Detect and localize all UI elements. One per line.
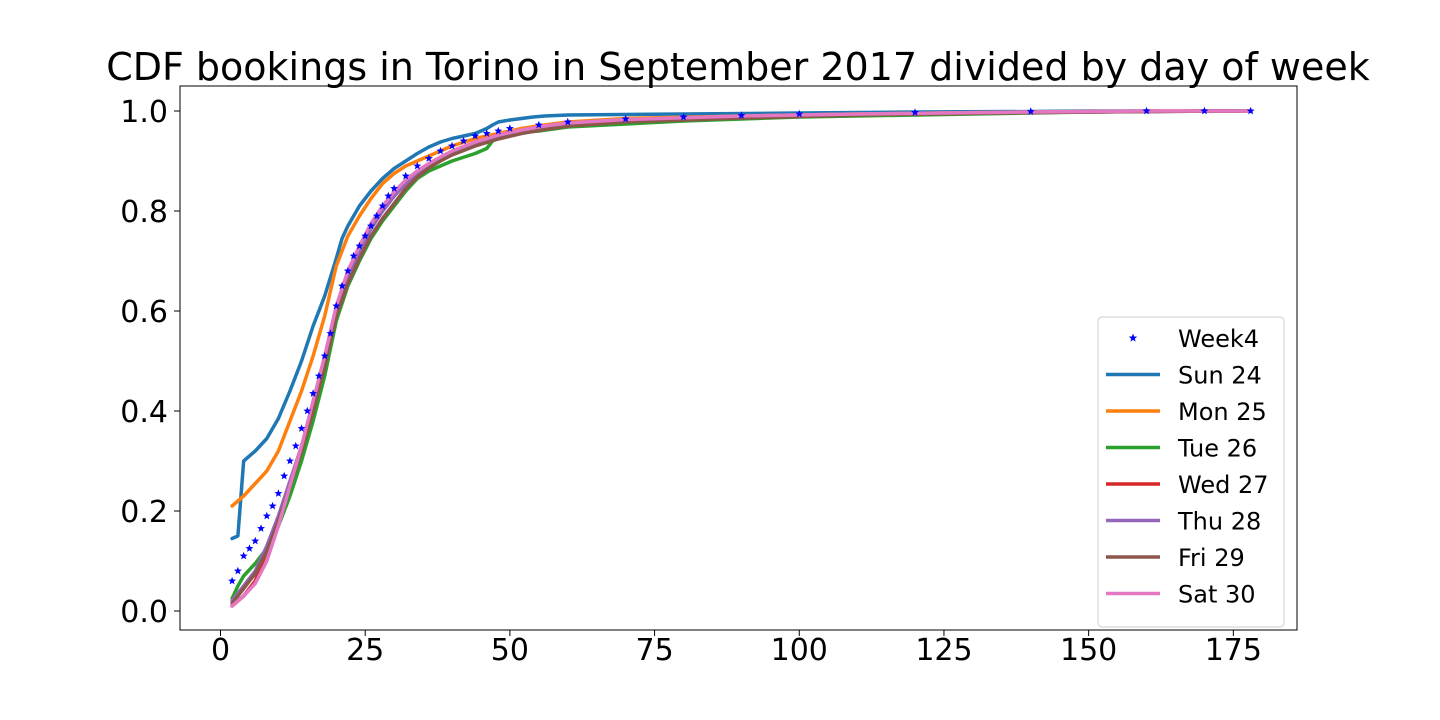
x-tick-label: 100	[771, 633, 828, 668]
series-markers-week4	[228, 106, 1255, 585]
data-point-star	[1026, 107, 1035, 115]
y-tick-label: 0.4	[120, 395, 168, 430]
data-point-star	[737, 111, 746, 119]
legend-label: Thu 28	[1177, 508, 1261, 536]
x-tick-label: 125	[915, 633, 972, 668]
series-group	[228, 106, 1255, 608]
data-point-star	[401, 171, 410, 180]
data-point-star	[459, 136, 468, 145]
data-point-star	[1142, 106, 1151, 115]
y-tick-label: 1.0	[120, 95, 168, 130]
data-point-star	[911, 108, 920, 116]
data-point-star	[448, 141, 457, 150]
data-point-star	[297, 424, 306, 432]
data-point-star	[239, 551, 248, 560]
data-point-star	[314, 371, 323, 380]
data-point-star	[245, 544, 254, 552]
data-point-star	[332, 301, 341, 310]
data-point-star	[505, 124, 514, 132]
x-tick-label: 50	[491, 633, 529, 668]
data-point-star	[372, 211, 381, 220]
legend-label: Sat 30	[1178, 581, 1256, 609]
y-tick-label: 0.0	[120, 595, 168, 630]
data-point-star	[326, 329, 335, 337]
data-point-star	[367, 221, 375, 230]
data-point-star	[233, 566, 242, 575]
legend-label: Week4	[1178, 325, 1259, 353]
legend-box	[1097, 316, 1285, 628]
data-point-star	[795, 109, 804, 118]
y-tick-label: 0.2	[120, 495, 168, 530]
legend-label: Fri 29	[1178, 544, 1245, 572]
data-point-star	[413, 161, 422, 170]
data-point-star	[679, 112, 688, 121]
data-point-star	[320, 351, 329, 360]
y-tick-label: 0.6	[120, 295, 168, 330]
data-point-star	[1200, 106, 1209, 115]
data-point-star	[471, 131, 480, 140]
data-point-star	[494, 126, 503, 135]
data-point-star	[534, 120, 543, 129]
data-point-star	[1246, 106, 1255, 115]
data-point-star	[228, 576, 237, 585]
y-tick-label: 0.8	[120, 195, 168, 230]
data-point-star	[361, 231, 370, 240]
data-point-star	[378, 201, 387, 210]
data-point-star	[621, 114, 630, 123]
x-tick-label: 25	[346, 633, 384, 668]
legend-label: Mon 25	[1178, 398, 1267, 426]
data-point-star	[291, 441, 300, 450]
data-point-star	[268, 501, 277, 510]
data-point-star	[338, 281, 347, 290]
data-point-star	[390, 184, 399, 192]
data-point-star	[280, 471, 289, 480]
data-point-star	[303, 406, 312, 415]
data-point-star	[482, 129, 491, 137]
data-point-star	[343, 266, 352, 275]
x-tick-label: 0	[211, 633, 230, 668]
legend-label: Sun 24	[1178, 362, 1262, 390]
axes-frame	[179, 85, 1298, 631]
data-point-star	[257, 524, 266, 532]
data-point-star	[285, 456, 294, 465]
data-point-star	[424, 154, 433, 162]
data-point-star	[274, 489, 283, 497]
series-line-sun-24	[230, 109, 1160, 541]
series-line-wed-27	[230, 109, 1247, 608]
data-point-star	[262, 511, 271, 520]
plot-area: 0 25 50 75 100 125 150 175 0.0 0.2 0.4 0.6 0.8 1.0	[120, 85, 1298, 668]
data-point-star	[349, 251, 358, 260]
x-tick-label: 75	[635, 633, 673, 668]
x-tick-label: 175	[1205, 633, 1262, 668]
legend-marker-star	[1128, 333, 1138, 342]
chart-title: CDF bookings in Torino in September 2017…	[106, 45, 1370, 89]
data-point-star	[563, 117, 572, 126]
legend: Week4 Sun 24 Mon 25 Tue 26 Wed 27 Thu 28 Fri 2…	[1097, 316, 1285, 628]
data-point-star	[355, 241, 364, 250]
legend-label: Tue 26	[1177, 435, 1257, 463]
data-point-star	[436, 146, 445, 155]
x-tick-label: 150	[1060, 633, 1117, 668]
data-point-star	[384, 191, 393, 200]
legend-label: Wed 27	[1178, 471, 1269, 499]
series-line-sat-30	[230, 109, 1253, 608]
data-point-star	[309, 389, 318, 397]
data-point-star	[251, 536, 260, 545]
